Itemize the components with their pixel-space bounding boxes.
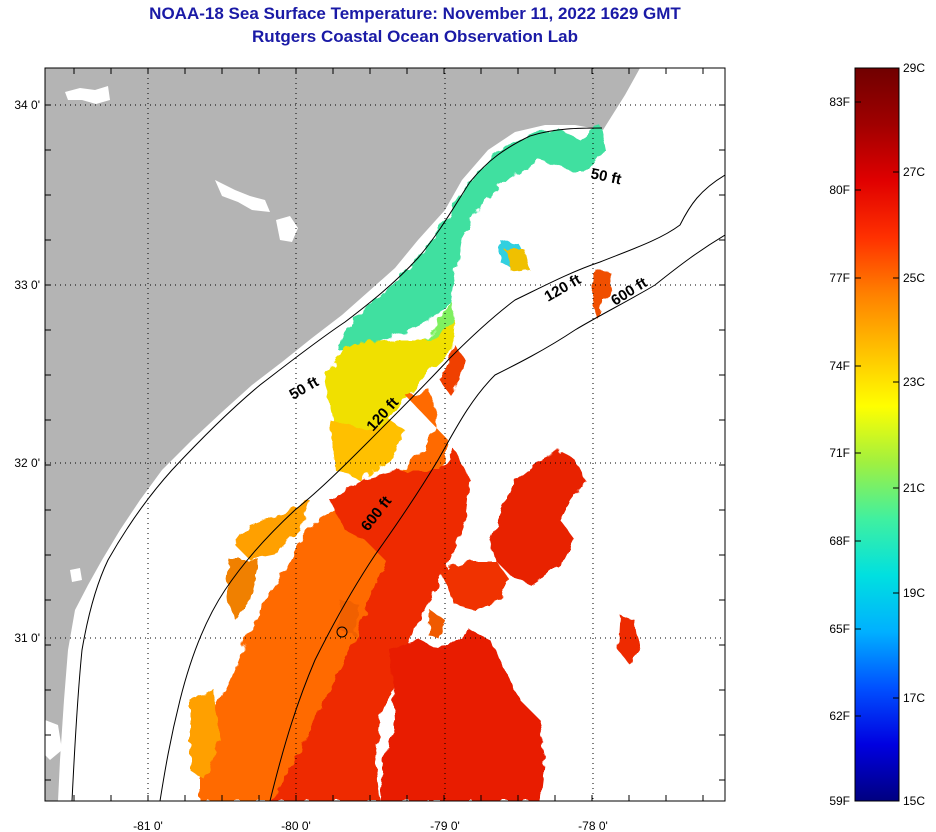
land-mass	[45, 68, 640, 801]
colorbar-celsius-label: 15C	[903, 794, 925, 808]
longitude-label: -80 0'	[281, 819, 311, 832]
colorbar-fahrenheit-label: 80F	[829, 183, 850, 197]
latitude-label: 34 0'	[14, 98, 40, 112]
colorbar-fahrenheit-label: 77F	[829, 271, 850, 285]
map-content	[45, 68, 725, 801]
latitude-label: 32 0'	[14, 456, 40, 470]
longitude-label: -81 0'	[133, 819, 163, 832]
contour-label: 50 ft	[589, 165, 623, 188]
land-lake	[276, 216, 298, 242]
colorbar-fahrenheit-label: 65F	[829, 622, 850, 636]
contour-600ft	[269, 234, 725, 801]
colorbar-celsius-label: 29C	[903, 61, 925, 75]
colorbar-fahrenheit-label: 59F	[829, 794, 850, 808]
latitude-label: 31 0'	[14, 631, 40, 645]
land-lake	[65, 86, 110, 104]
latitude-label: 33 0'	[14, 278, 40, 292]
colorbar-celsius-label: 27C	[903, 165, 925, 179]
colorbar-celsius-label: 21C	[903, 481, 925, 495]
colorbar-celsius-label: 19C	[903, 586, 925, 600]
colorbar	[854, 67, 900, 802]
longitude-label: -79 0'	[430, 819, 460, 832]
graticule	[45, 68, 725, 801]
contour-closed-loop	[336, 626, 348, 638]
colorbar-celsius-label: 25C	[903, 271, 925, 285]
land-lake	[45, 720, 62, 760]
longitude-label: -78 0'	[578, 819, 608, 832]
sst-data-layer	[190, 125, 640, 801]
colorbar-fahrenheit-label: 62F	[829, 709, 850, 723]
contour-120ft	[159, 174, 725, 801]
colorbar-fahrenheit-label: 74F	[829, 359, 850, 373]
colorbar-fahrenheit-labels: 83F 80F 77F 74F 71F 68F 65F 62F 59F	[829, 95, 861, 808]
map-subtitle: Rutgers Coastal Ocean Observation Lab	[252, 27, 578, 46]
colorbar-celsius-label: 23C	[903, 375, 925, 389]
latitude-labels: 34 0' 33 0' 32 0' 31 0'	[14, 98, 725, 781]
land-lake	[215, 180, 270, 212]
map-frame	[44, 67, 726, 802]
colorbar-celsius-label: 17C	[903, 691, 925, 705]
colorbar-celsius-labels: 29C 27C 25C 23C 21C 19C 17C 15C	[893, 61, 925, 808]
longitude-labels: -81 0' -80 0' -79 0' -78 0'	[73, 68, 704, 832]
map-title: NOAA-18 Sea Surface Temperature: Novembe…	[149, 4, 681, 23]
colorbar-fahrenheit-label: 83F	[829, 95, 850, 109]
colorbar-fahrenheit-label: 68F	[829, 534, 850, 548]
contour-50ft	[71, 127, 603, 801]
land-lake	[70, 568, 82, 582]
colorbar-fahrenheit-label: 71F	[829, 446, 850, 460]
